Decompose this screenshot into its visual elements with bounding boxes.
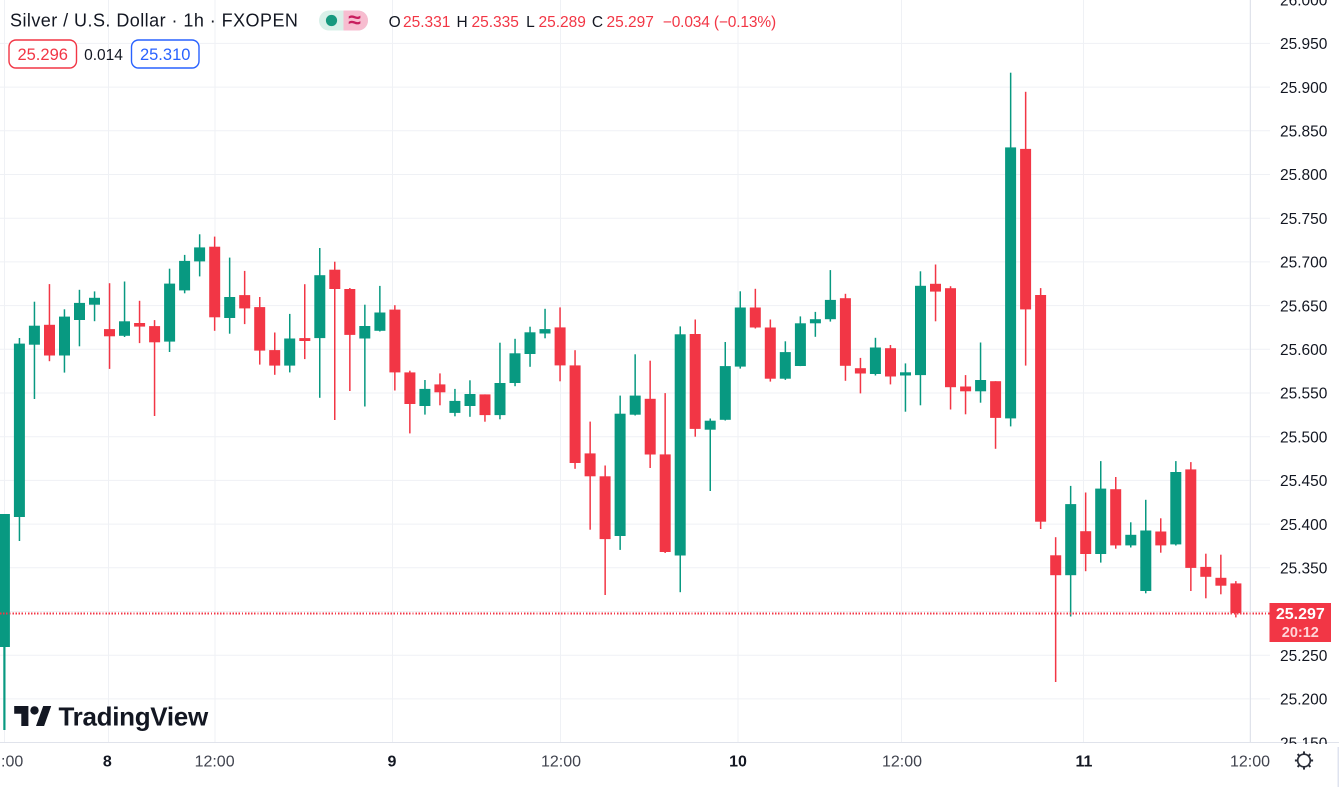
svg-text:25.850: 25.850 <box>1280 124 1328 141</box>
svg-text:25.289: 25.289 <box>539 14 586 31</box>
svg-text:25.297: 25.297 <box>1276 606 1325 623</box>
svg-text:25.200: 25.200 <box>1280 692 1328 709</box>
svg-text:O: O <box>389 14 401 31</box>
svg-text:H: H <box>457 14 468 31</box>
svg-text:25.900: 25.900 <box>1280 80 1328 97</box>
svg-text:25.400: 25.400 <box>1280 517 1328 534</box>
svg-text:10: 10 <box>729 754 747 771</box>
svg-text:11: 11 <box>1076 754 1093 771</box>
svg-text:12:00: 12:00 <box>1230 754 1270 771</box>
svg-text:12:00: 12:00 <box>195 754 235 771</box>
svg-text:25.450: 25.450 <box>1280 473 1328 490</box>
svg-text:≈: ≈ <box>348 6 361 32</box>
svg-text:25.297: 25.297 <box>607 14 654 31</box>
svg-text:Silver / U.S. Dollar · 1h · FX: Silver / U.S. Dollar · 1h · FXOPEN <box>10 10 298 30</box>
svg-text:25.296: 25.296 <box>17 46 67 64</box>
svg-text:25.500: 25.500 <box>1280 429 1328 446</box>
svg-text:TradingView: TradingView <box>59 702 209 732</box>
svg-text:12:00: 12:00 <box>882 754 922 771</box>
svg-text:25.550: 25.550 <box>1280 386 1328 403</box>
svg-text::00: :00 <box>1 754 23 771</box>
svg-text:25.700: 25.700 <box>1280 255 1328 272</box>
svg-text:26.000: 26.000 <box>1280 0 1328 9</box>
svg-text:25.331: 25.331 <box>403 14 450 31</box>
svg-text:20:12: 20:12 <box>1282 625 1319 641</box>
svg-text:−0.034 (−0.13%): −0.034 (−0.13%) <box>663 14 776 31</box>
svg-text:25.310: 25.310 <box>140 46 190 64</box>
svg-text:25.750: 25.750 <box>1280 211 1328 228</box>
svg-text:25.650: 25.650 <box>1280 298 1328 315</box>
svg-text:12:00: 12:00 <box>541 754 581 771</box>
svg-text:C: C <box>592 14 603 31</box>
svg-text:25.335: 25.335 <box>472 14 519 31</box>
svg-text:25.600: 25.600 <box>1280 342 1328 359</box>
svg-text:25.150: 25.150 <box>1280 735 1328 752</box>
svg-text:25.250: 25.250 <box>1280 648 1328 665</box>
svg-text:25.950: 25.950 <box>1280 36 1328 53</box>
svg-text:8: 8 <box>103 754 112 771</box>
svg-text:25.350: 25.350 <box>1280 561 1328 578</box>
svg-text:9: 9 <box>388 754 397 771</box>
svg-text:0.014: 0.014 <box>84 47 123 64</box>
svg-text:L: L <box>526 14 535 31</box>
svg-text:25.800: 25.800 <box>1280 167 1328 184</box>
